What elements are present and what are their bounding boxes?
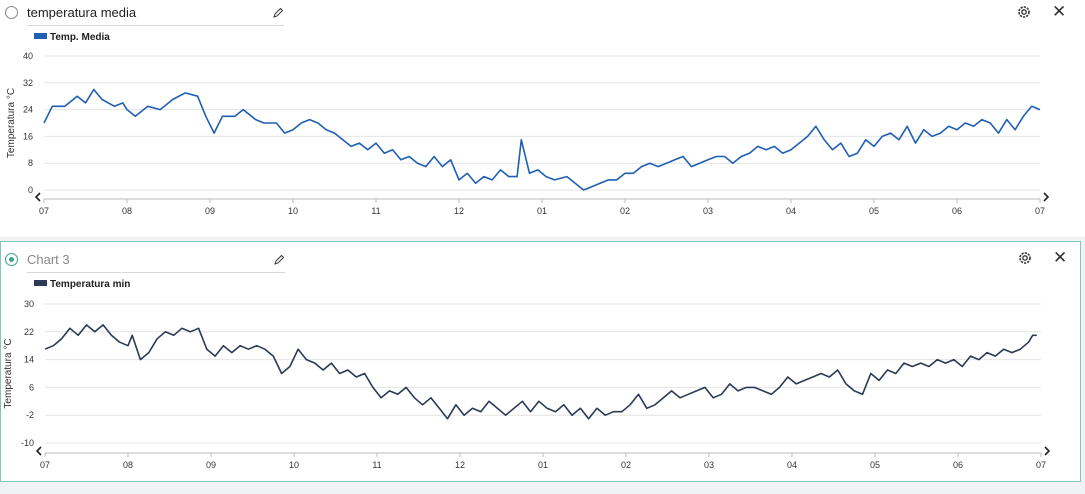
x-tick-label: 04 (787, 460, 797, 470)
y-tick-label: 30 (24, 299, 34, 309)
x-tick-label: 12 (455, 460, 465, 470)
close-icon[interactable]: ✕ (1053, 248, 1068, 267)
chart-panel-2: Chart 3 ✕ Temperatura min -10 -2 6 14 22 30 07… (0, 241, 1081, 482)
chart-title: temperatura media (27, 5, 137, 20)
legend[interactable]: Temperatura min (34, 279, 130, 290)
legend[interactable]: Temp. Media (34, 32, 110, 43)
y-tick-label: -10 (21, 438, 34, 448)
x-tick-label: 06 (952, 206, 962, 216)
x-tick-label: 07 (39, 206, 49, 216)
close-icon[interactable]: ✕ (1052, 2, 1067, 21)
x-tick-label: 05 (870, 460, 880, 470)
x-tick-label: 09 (206, 460, 216, 470)
x-tick-label: 02 (621, 460, 631, 470)
series-line[interactable] (44, 324, 1037, 420)
x-tick-label: 05 (869, 206, 879, 216)
x-tick-label: 08 (122, 206, 132, 216)
series-line[interactable] (43, 88, 1041, 191)
chevron-left-icon[interactable] (35, 446, 42, 456)
gear-icon[interactable] (1016, 4, 1032, 20)
chevron-right-icon[interactable] (1044, 446, 1051, 456)
x-tick-label: 11 (372, 460, 381, 470)
y-tick-label: 24 (23, 105, 33, 115)
gear-icon[interactable] (1017, 250, 1033, 266)
chart-panel-1: temperatura media ✕ Temp. Media 0 8 16 24 32… (0, 0, 1085, 237)
x-tick-label: 01 (537, 206, 547, 216)
x-tick-label: 07 (40, 460, 50, 470)
y-tick-label: 0 (28, 185, 33, 195)
x-tick-label: 11 (371, 206, 380, 216)
legend-label: Temp. Media (50, 32, 110, 43)
x-tick-label: 09 (205, 206, 215, 216)
y-tick-label: -2 (26, 410, 34, 420)
y-tick-label: 16 (23, 131, 33, 141)
chevron-right-icon[interactable] (1043, 192, 1050, 202)
x-tick-label: 03 (703, 206, 713, 216)
y-axis-label: Temperatura °C (3, 338, 14, 408)
y-tick-label: 14 (24, 355, 34, 365)
pencil-icon[interactable] (272, 7, 284, 19)
x-tick-label: 07 (1036, 460, 1046, 470)
line-chart: -10 -2 6 14 22 30 07 08 09 10 11 12 01 02 03 04 05 06 07 Te… (3, 299, 1051, 470)
legend-label: Temperatura min (50, 279, 131, 290)
chevron-left-icon[interactable] (34, 192, 41, 202)
pencil-icon[interactable] (273, 254, 285, 266)
x-tick-label: 07 (1035, 206, 1045, 216)
x-tick-label: 06 (953, 460, 963, 470)
chart-title: Chart 3 (27, 252, 70, 267)
y-tick-label: 40 (23, 51, 33, 61)
y-tick-label: 8 (28, 158, 33, 168)
x-tick-label: 04 (786, 206, 796, 216)
y-tick-label: 22 (24, 327, 34, 337)
select-radio[interactable] (5, 253, 18, 266)
x-tick-label: 03 (704, 460, 714, 470)
y-tick-label: 32 (23, 78, 33, 88)
x-tick-label: 01 (538, 460, 548, 470)
x-tick-label: 10 (288, 206, 298, 216)
chart-title-field[interactable]: temperatura media (27, 3, 284, 26)
x-tick-label: 08 (123, 460, 133, 470)
y-tick-label: 6 (29, 382, 34, 392)
legend-swatch (34, 33, 47, 39)
x-tick-label: 10 (289, 460, 299, 470)
x-tick-label: 12 (454, 206, 464, 216)
legend-swatch (34, 280, 47, 286)
x-tick-label: 02 (620, 206, 630, 216)
chart-title-field[interactable]: Chart 3 (27, 250, 285, 273)
y-axis-label: Temperatura °C (6, 88, 17, 158)
select-radio[interactable] (5, 6, 18, 19)
